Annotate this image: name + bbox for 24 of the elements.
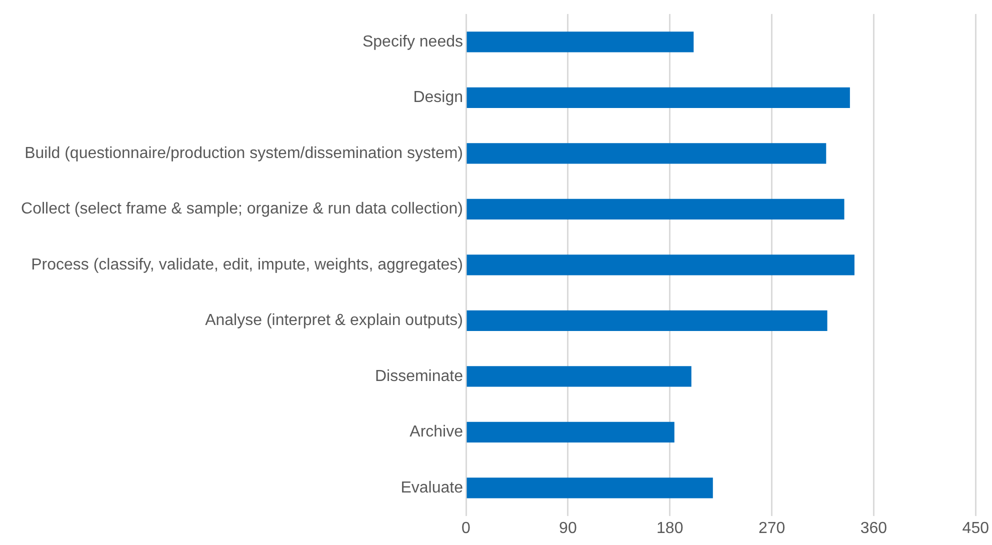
x-tick-label: 180 <box>656 520 684 537</box>
y-tick-label: Collect (select frame & sample; organize & run data collection) <box>21 200 463 218</box>
x-tick-label: 270 <box>758 520 786 537</box>
y-tick-label: Specify needs <box>362 33 463 50</box>
y-tick-label: Disseminate <box>374 368 464 385</box>
bar <box>466 32 694 52</box>
y-tick-label: Evaluate <box>400 479 464 496</box>
y-tick-label: Build (questionnaire/production system/dissemination system) <box>24 144 463 162</box>
y-tick-label: Design <box>413 89 463 106</box>
y-tick-label: Process (classify, validate, edit, impute, weights, aggregates) <box>31 256 463 274</box>
bar <box>466 143 826 164</box>
bar <box>466 198 844 220</box>
x-tick-label: 0 <box>462 520 471 537</box>
bar <box>466 366 692 387</box>
bar <box>466 478 713 498</box>
x-tick-label: 90 <box>559 520 577 537</box>
y-tick-label: Archive <box>410 424 464 441</box>
x-tick-label: 360 <box>860 520 888 537</box>
bar <box>466 422 674 442</box>
x-tick-label: 450 <box>962 520 990 537</box>
bar <box>466 310 828 331</box>
bar <box>466 87 850 108</box>
bar <box>466 254 854 276</box>
y-tick-label: Analyse (interpret & explain outputs) <box>205 312 463 330</box>
